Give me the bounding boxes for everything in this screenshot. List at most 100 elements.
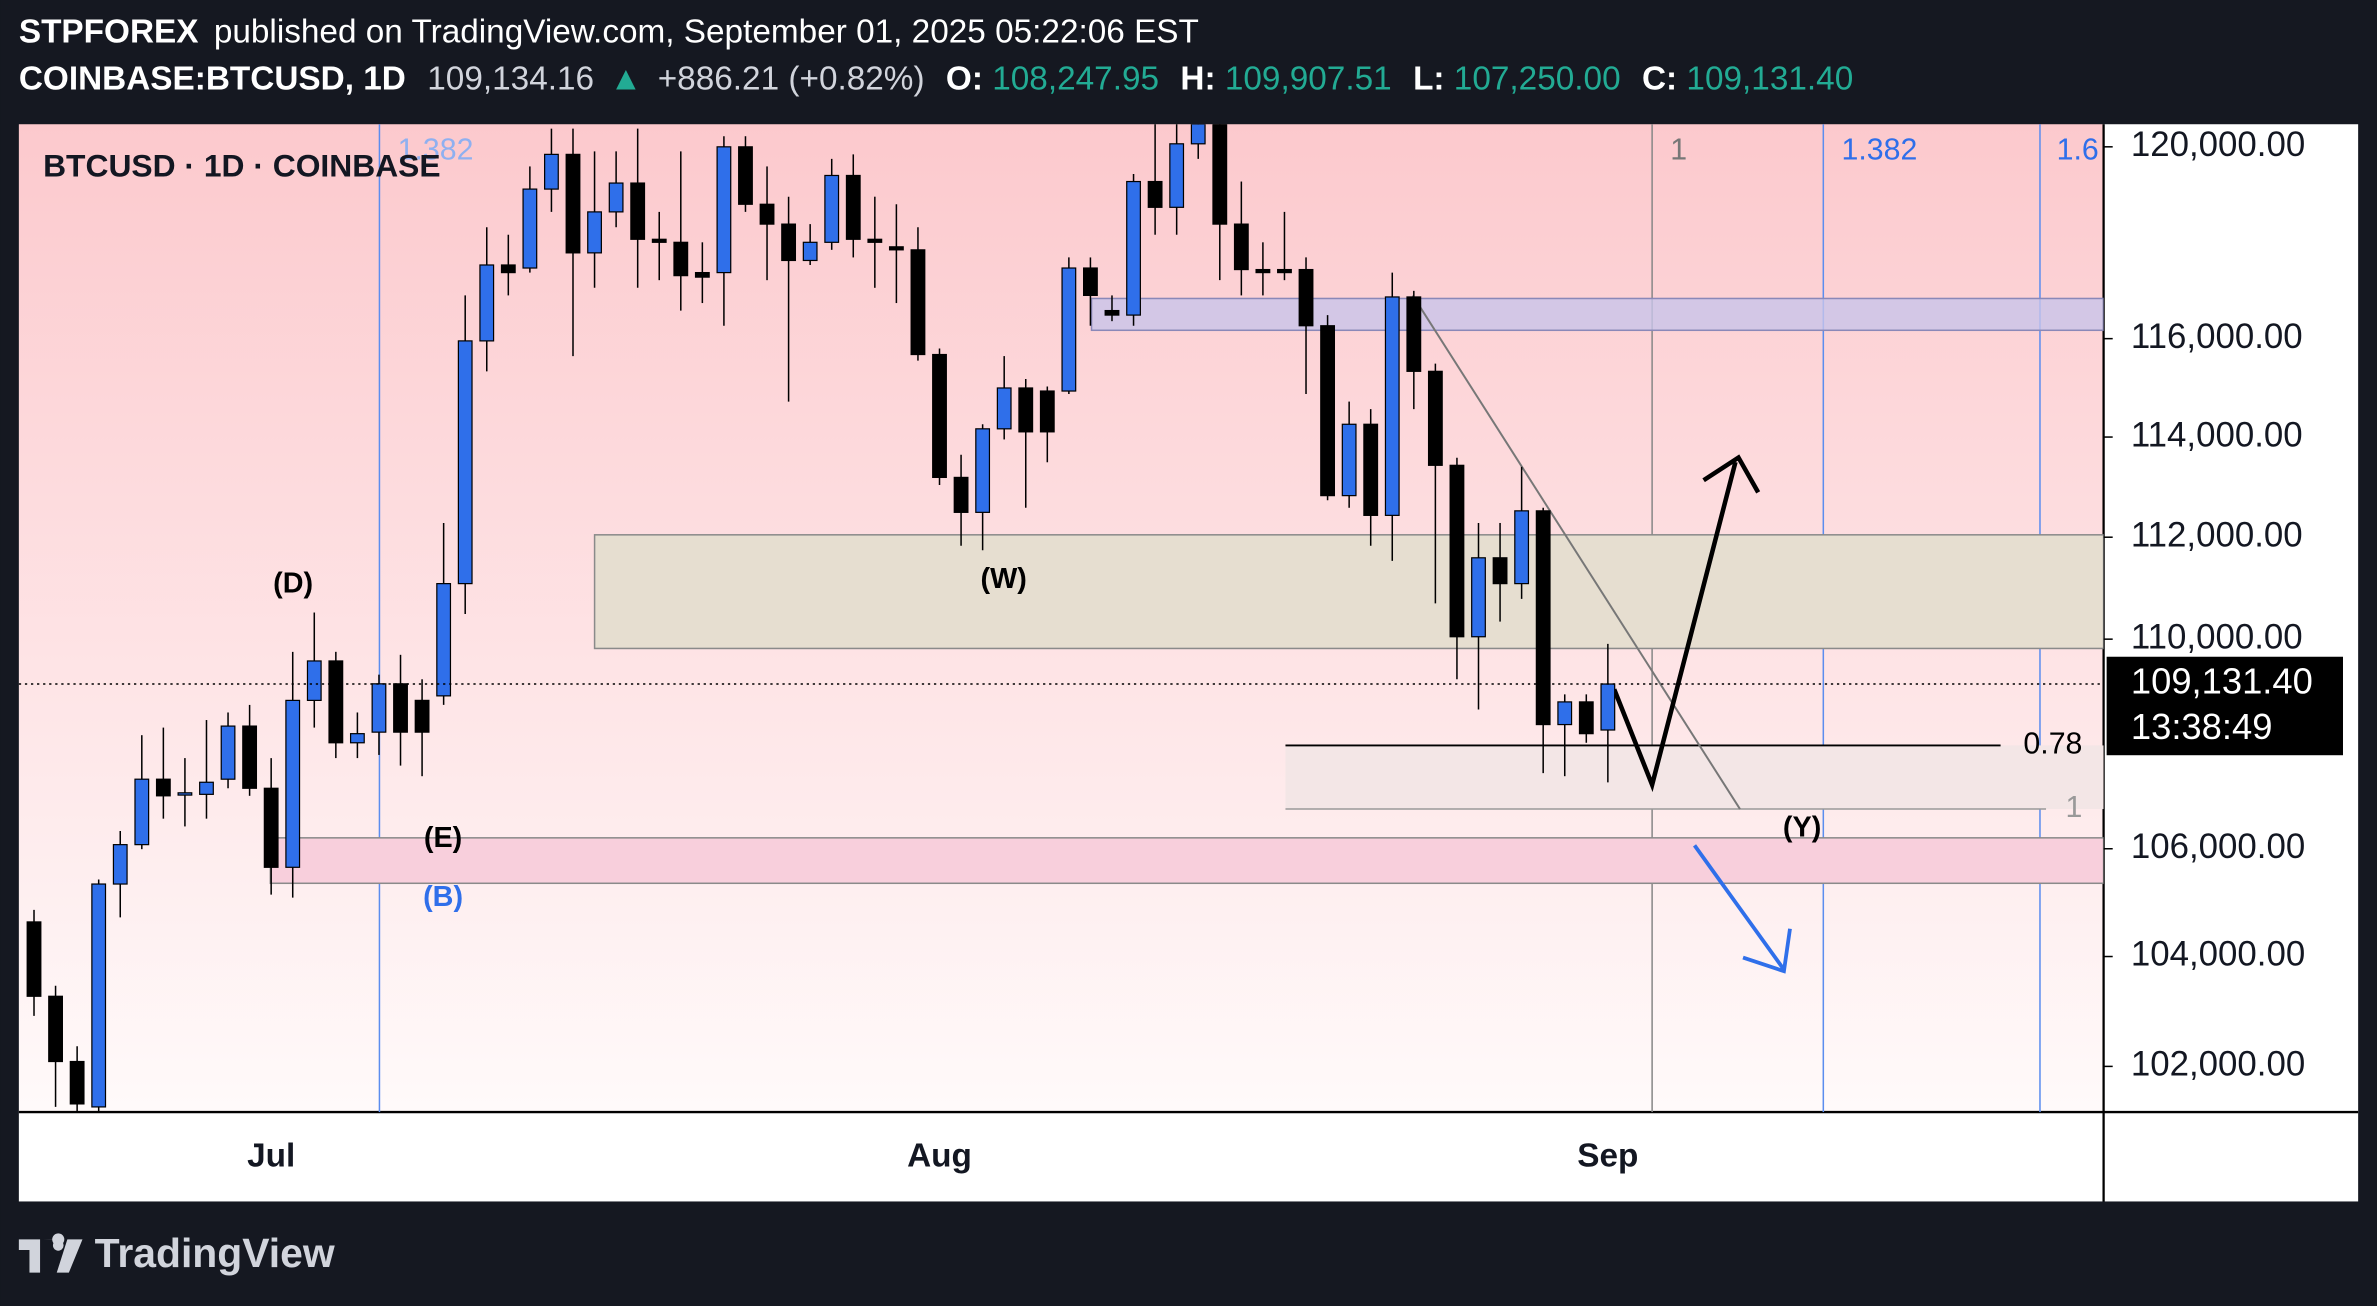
candle-body <box>630 182 646 240</box>
y-tick-label: 110,000.00 <box>2131 617 2303 656</box>
candle-body <box>306 660 322 701</box>
candle-body <box>134 778 150 846</box>
arrow-head <box>1702 454 1761 494</box>
brand-name: TradingView <box>95 1230 335 1276</box>
candle-body <box>1018 387 1034 433</box>
candle-body <box>694 271 710 278</box>
candle-body <box>1169 143 1185 208</box>
candle-body <box>1363 423 1379 516</box>
y-tick-label: 106,000.00 <box>2131 827 2305 866</box>
candle-body <box>479 264 495 342</box>
author: STPFOREX <box>19 13 199 50</box>
high-label: H: <box>1180 60 1215 97</box>
open-label: O: <box>946 60 983 97</box>
candle-body <box>759 203 775 225</box>
candle-body <box>328 660 344 744</box>
high-value: 109,907.51 <box>1225 60 1392 97</box>
last-price: 109,134.16 <box>427 60 594 97</box>
candle-body <box>1233 223 1249 271</box>
fib-zone <box>1285 745 2104 810</box>
arrow-head <box>1742 928 1792 974</box>
candle-body <box>242 725 258 789</box>
candle-body <box>69 1060 85 1105</box>
candle-body <box>716 146 732 274</box>
candle-body <box>414 699 430 733</box>
candle-body <box>1320 325 1336 497</box>
price-tag <box>2106 656 2343 756</box>
wave-label: (Y) <box>1783 811 1821 843</box>
candle-body <box>932 353 947 479</box>
projection-path <box>1612 461 1738 793</box>
x-tick-label: Sep <box>1577 1137 1638 1174</box>
close-label: C: <box>1642 60 1677 97</box>
candles <box>26 124 1616 1112</box>
candle-body <box>263 787 279 868</box>
range-zone <box>593 534 2104 650</box>
candle-body <box>845 174 861 240</box>
low-label: L: <box>1413 60 1444 97</box>
candle-body <box>910 249 926 356</box>
candle-body <box>112 844 128 885</box>
candle-body <box>457 340 473 585</box>
close-value: 109,131.40 <box>1686 60 1853 97</box>
brand-logo: TradingView <box>18 1230 335 1276</box>
candle-body <box>1126 180 1141 316</box>
publish-line: STPFOREX published on TradingView.com, S… <box>19 13 1199 50</box>
demand-zone <box>269 837 2104 885</box>
candle-body <box>1600 683 1616 731</box>
wave-label: (B) <box>423 881 463 913</box>
candle-body <box>802 241 818 262</box>
candle-body <box>1492 557 1508 585</box>
alt-path <box>1692 844 1786 971</box>
y-tick-label: 104,000.00 <box>2131 935 2305 974</box>
supply-zone <box>1090 297 2104 332</box>
y-tick-label: 112,000.00 <box>2131 515 2303 554</box>
candle-body <box>673 241 689 277</box>
change: +886.21 (+0.82%) <box>658 60 925 97</box>
candle-body <box>500 264 516 274</box>
price-tag-value: 109,131.40 <box>2131 661 2313 702</box>
candle-body <box>177 792 193 796</box>
candle-body <box>587 211 602 254</box>
y-tick-label: 120,000.00 <box>2131 125 2305 164</box>
x-tick-label: Aug <box>907 1137 972 1174</box>
candle-body <box>953 476 969 513</box>
wave-label: (D) <box>273 567 313 599</box>
fib-label: 0.78 <box>2023 727 2082 760</box>
symbol: COINBASE:BTCUSD, 1D <box>19 60 406 97</box>
candle-body <box>1190 124 1206 145</box>
chart-title: BTCUSD · 1D · COINBASE <box>43 148 440 184</box>
candle-body <box>1341 423 1357 497</box>
candle-body <box>1083 267 1098 297</box>
candle-body <box>48 995 63 1063</box>
candle-body <box>199 781 214 795</box>
candle-body <box>220 725 236 780</box>
price-axis <box>2103 124 2359 1113</box>
fib-label: 1.6 <box>2057 134 2099 167</box>
candle-body <box>1514 510 1530 585</box>
candle-body <box>1147 180 1163 208</box>
candle-body <box>1557 701 1573 726</box>
candle-body <box>285 699 301 868</box>
candle-body <box>91 883 107 1108</box>
candle-body <box>349 733 365 744</box>
candle-body <box>1406 296 1422 372</box>
candle-body <box>1535 510 1551 726</box>
candle-body <box>522 188 538 269</box>
fib-label: 1 <box>1670 134 1687 167</box>
candle-body <box>888 246 904 251</box>
candle-body <box>1277 268 1292 274</box>
drawings <box>269 124 2104 1113</box>
low-value: 107,250.00 <box>1454 60 1621 97</box>
y-tick-label: 102,000.00 <box>2131 1045 2305 1084</box>
candle-body <box>781 223 797 262</box>
candle-body <box>1255 268 1271 274</box>
candle-body <box>975 428 991 513</box>
fib-label: 1 <box>2066 791 2083 824</box>
published-info: published on TradingView.com, September … <box>214 13 1199 50</box>
logo-icon <box>18 1233 65 1273</box>
candle-body <box>1104 309 1120 316</box>
wave-label: (E) <box>424 822 462 854</box>
